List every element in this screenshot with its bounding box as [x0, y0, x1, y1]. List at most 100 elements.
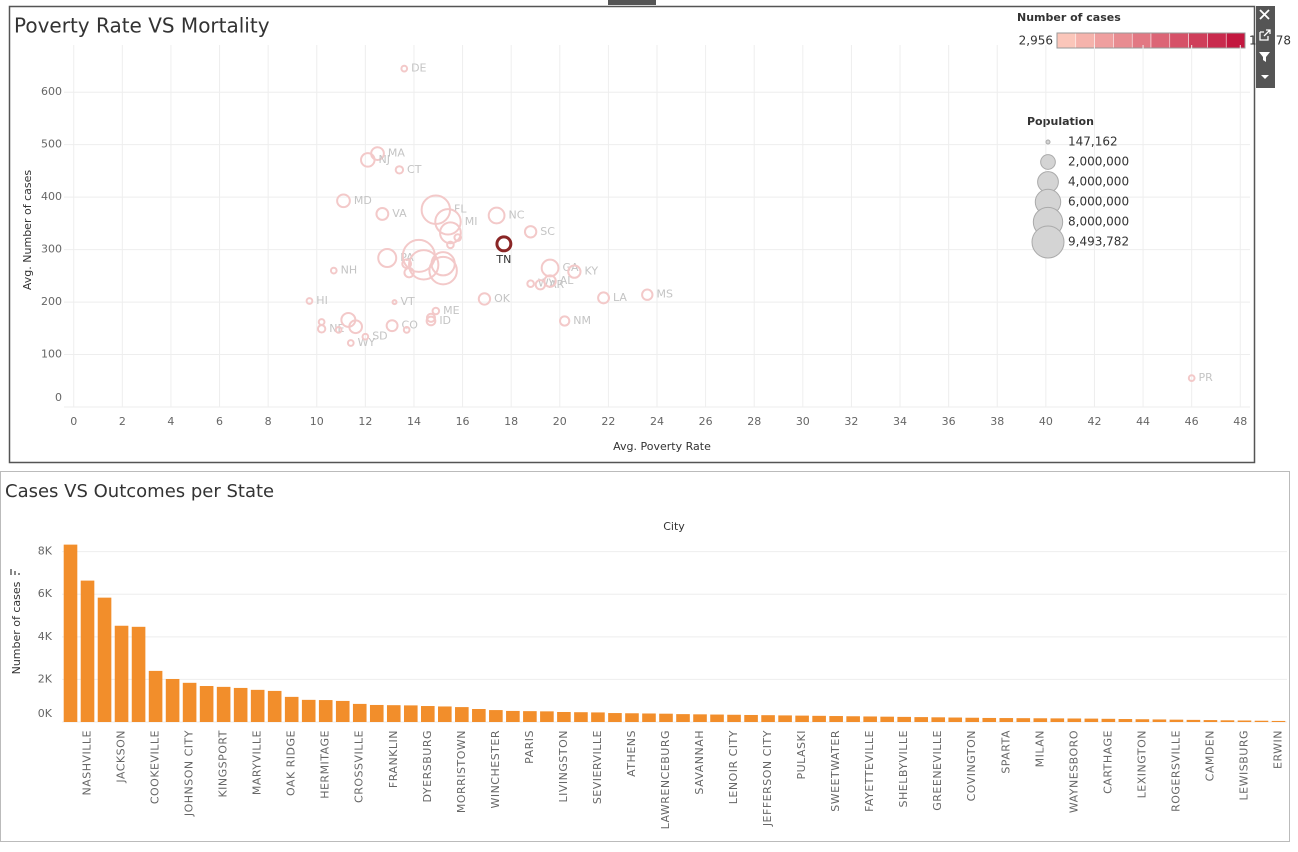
bar [1118, 719, 1133, 722]
x-axis-label: Avg. Poverty Rate [613, 440, 711, 453]
bar [982, 717, 997, 722]
x-tick-label: CARTHAGE [1101, 730, 1114, 794]
y-tick-label: 200 [41, 295, 62, 308]
bar [420, 706, 435, 722]
bar [965, 717, 980, 722]
bar [812, 715, 826, 722]
legend-swatch [1150, 32, 1171, 49]
bar [931, 717, 946, 722]
x-tick-label: OAK RIDGE [285, 730, 298, 796]
bar [1033, 718, 1048, 722]
color-legend [1056, 32, 1246, 49]
bar [1271, 720, 1286, 722]
bar [1237, 720, 1252, 722]
point-label: NC [508, 209, 524, 222]
data-point [567, 264, 582, 279]
bar [267, 690, 282, 722]
point-label: ID [439, 314, 451, 327]
sort-button[interactable] [10, 569, 20, 575]
bar [880, 716, 894, 722]
bar [97, 597, 112, 722]
x-tick-label: LENOIR CITY [727, 730, 740, 804]
bar [744, 714, 758, 722]
legend-swatch [1207, 32, 1227, 49]
bar [1169, 719, 1184, 722]
data-point [641, 288, 654, 301]
x-tick-label: 24 [650, 415, 664, 428]
y-tick-label: 100 [41, 348, 62, 361]
bar [182, 682, 197, 722]
bar [999, 718, 1014, 722]
bar [948, 717, 963, 722]
x-tick-label: 2 [119, 415, 126, 428]
toolbar-bg [1256, 6, 1275, 88]
x-tick-label: MORRISTOWN [455, 730, 468, 813]
data-point [425, 312, 437, 323]
x-tick-label: GREENEVILLE [931, 730, 944, 811]
data-point [439, 221, 462, 245]
legend-label: 147,162 [1068, 135, 1118, 149]
x-tick-label: ATHENS [625, 730, 638, 777]
bar [523, 711, 537, 722]
legend-swatch [1075, 32, 1095, 49]
tab-handle[interactable] [608, 0, 656, 5]
bar [233, 687, 248, 722]
data-point [375, 207, 390, 221]
x-tick-label: 42 [1087, 415, 1101, 428]
data-point [408, 249, 440, 281]
x-tick-label: JACKSON [115, 730, 128, 784]
bar [574, 712, 588, 722]
y-tick-label: 4K [38, 630, 53, 643]
data-point [446, 240, 455, 250]
data-point [361, 332, 370, 341]
x-tick-label: WINCHESTER [489, 730, 502, 809]
menu-button[interactable] [1261, 75, 1269, 79]
x-tick-label: 16 [456, 415, 470, 428]
data-point [1187, 374, 1196, 382]
x-tick-label: SAVANNAH [693, 730, 706, 795]
point-label: ME [443, 304, 459, 317]
bar [1220, 720, 1235, 722]
data-point [346, 339, 355, 347]
bar [386, 705, 401, 722]
bar [148, 670, 163, 722]
point-label: OK [494, 292, 511, 305]
bar [897, 716, 911, 722]
bar [489, 710, 503, 722]
x-tick-label: SWEETWATER [829, 730, 842, 812]
x-tick-label: 46 [1185, 415, 1199, 428]
data-point [400, 64, 409, 73]
bar [727, 714, 741, 722]
y-tick-label: 600 [41, 85, 62, 98]
data-point [434, 208, 462, 236]
x-tick-label: CAMDEN [1203, 730, 1216, 781]
data-point [402, 326, 411, 334]
data-point [305, 297, 314, 305]
legend-swatch [1056, 32, 1077, 49]
y-tick-label: 2K [38, 672, 53, 685]
x-tick-label: JEFFERSON CITY [761, 730, 774, 827]
point-label: NH [341, 264, 358, 277]
legend-size [1040, 154, 1056, 170]
data-point [377, 248, 398, 268]
x-tick-label: 44 [1136, 415, 1150, 428]
legend-label: 6,000,000 [1068, 195, 1129, 209]
bar [829, 716, 843, 722]
bar [250, 689, 265, 722]
x-tick-label: FAYETTEVILLE [863, 730, 876, 812]
point-label: FL [454, 203, 467, 216]
data-point [430, 251, 456, 277]
bar [199, 686, 214, 722]
bar [676, 714, 690, 722]
data-point [495, 235, 513, 253]
x-tick-label: 6 [216, 415, 223, 428]
close-button[interactable] [1259, 9, 1270, 20]
popout-button[interactable] [1259, 29, 1271, 41]
bar [608, 713, 622, 722]
bar [778, 715, 792, 722]
x-tick-label: 36 [942, 415, 956, 428]
x-tick-label: NASHVILLE [81, 730, 94, 795]
x-tick-label: 8 [265, 415, 272, 428]
filter-button[interactable] [1259, 52, 1270, 62]
